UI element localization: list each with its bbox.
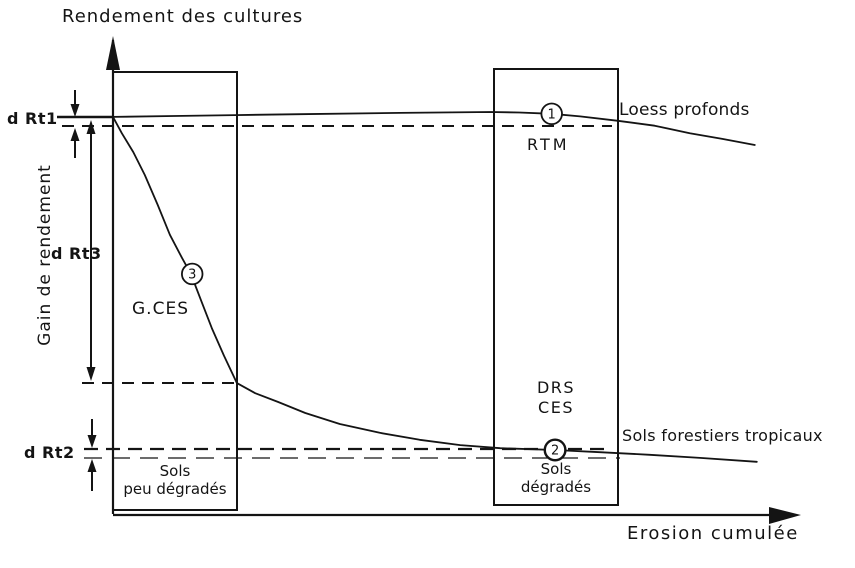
- drt1-arrow-up: [70, 128, 80, 158]
- label-rtm: RTM: [527, 135, 570, 154]
- marker-circle-1: 1: [540, 102, 563, 126]
- marker-circle-2: 2: [543, 438, 567, 462]
- label-d-rt2: d Rt2: [24, 443, 75, 462]
- drt2-arrow-up: [87, 459, 97, 491]
- zone-box-sols-peu-degrades: [112, 71, 238, 511]
- zone-box-sols-degrades: [493, 68, 619, 506]
- label-g-ces: G.CES: [132, 299, 189, 319]
- curve-loess-profonds: [112, 111, 756, 146]
- y-axis-arrowhead-icon: [106, 36, 120, 70]
- y-axis-title: Rendement des cultures: [62, 6, 304, 27]
- zone-label-sols-degrades-line1: Sols: [540, 460, 572, 478]
- x-axis-label: Erosion cumulée: [627, 523, 799, 544]
- marker-3-number: 3: [188, 267, 196, 282]
- drt2-arrow-down: [87, 419, 97, 448]
- zone-label-sols-degrades-line2: dégradés: [520, 478, 592, 496]
- zone-label-sols-peu-degrades: Sols peu dégradés: [114, 462, 236, 498]
- zone-label-sols-degrades: Sols dégradés: [495, 460, 617, 496]
- label-d-rt3: d Rt3: [51, 244, 102, 263]
- marker-1-number: 1: [548, 107, 556, 122]
- label-ces: CES: [538, 398, 574, 417]
- label-loess-profonds: Loess profonds: [619, 100, 750, 120]
- curve-sols-forestiers-tropicaux: [112, 116, 758, 463]
- label-sols-forestiers-tropicaux: Sols forestiers tropicaux: [622, 426, 823, 445]
- label-d-rt1: d Rt1: [7, 109, 58, 128]
- zone-label-sols-peu-degrades-line1: Sols: [159, 462, 191, 480]
- label-drs: DRS: [536, 378, 576, 397]
- zone-label-sols-peu-degrades-line2: peu dégradés: [123, 480, 227, 498]
- x-axis-arrowhead-icon: [769, 507, 801, 524]
- marker-2-number: 2: [551, 443, 559, 458]
- marker-circle-3: 3: [181, 262, 204, 286]
- drt1-arrow-down: [70, 90, 80, 117]
- drt3-double-arrow: [86, 120, 96, 381]
